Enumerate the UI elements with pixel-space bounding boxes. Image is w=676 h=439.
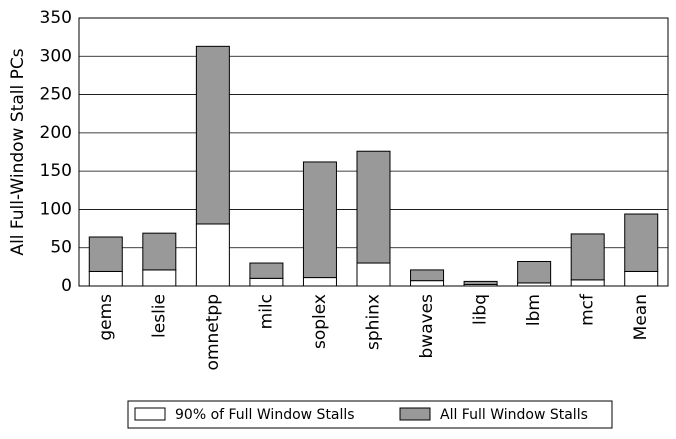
y-axis-label: All Full-Window Stall PCs: [8, 48, 28, 255]
bar-segment: [570, 233, 605, 281]
x-tick-label: soplex: [310, 294, 330, 349]
bar-segment: [463, 280, 498, 285]
bar-segment: [302, 277, 337, 287]
bar-segment: [249, 262, 284, 279]
legend-label: 90% of Full Window Stalls: [175, 407, 355, 423]
bar-segment: [88, 236, 123, 272]
bar-segment: [410, 269, 445, 282]
bar-segment: [142, 232, 177, 271]
x-tick-label: sphinx: [364, 294, 384, 350]
legend-label: All Full Window Stalls: [440, 407, 588, 423]
bar-segment: [302, 161, 337, 279]
y-tick-label: 150: [40, 161, 72, 181]
legend-swatch: [134, 407, 166, 421]
legend-swatch: [399, 407, 431, 421]
bar-segment: [195, 223, 230, 287]
x-tick-label: mcf: [578, 293, 598, 326]
bar-segment: [624, 270, 659, 287]
bar-segment: [570, 279, 605, 287]
x-tick-label: gems: [96, 294, 116, 341]
x-tick-label: libq: [471, 294, 491, 325]
y-tick-label: 100: [40, 199, 72, 219]
bar-segment: [410, 280, 445, 287]
y-tick-label: 200: [40, 123, 72, 143]
x-tick-label: bwaves: [417, 294, 437, 359]
bar-segment: [624, 213, 659, 272]
y-tick-label: 50: [50, 238, 72, 258]
x-tick-label: milc: [256, 294, 276, 329]
bar-segment: [356, 262, 391, 287]
bar-segment: [517, 260, 552, 284]
bar-segment: [356, 150, 391, 264]
bar-segment: [142, 269, 177, 287]
bar-segment: [88, 270, 123, 287]
bar-segment: [195, 45, 230, 225]
bar-segment: [249, 277, 284, 287]
legend: [127, 400, 613, 429]
x-tick-label: Mean: [631, 294, 651, 340]
y-tick-label: 250: [40, 85, 72, 105]
x-tick-label: lbm: [524, 294, 544, 326]
x-tick-label: leslie: [149, 294, 169, 338]
plot-frame: [78, 17, 669, 287]
y-tick-label: 300: [40, 46, 72, 66]
y-tick-label: 350: [40, 8, 72, 28]
y-tick-label: 0: [61, 276, 72, 296]
x-tick-label: omnetpp: [203, 294, 223, 370]
